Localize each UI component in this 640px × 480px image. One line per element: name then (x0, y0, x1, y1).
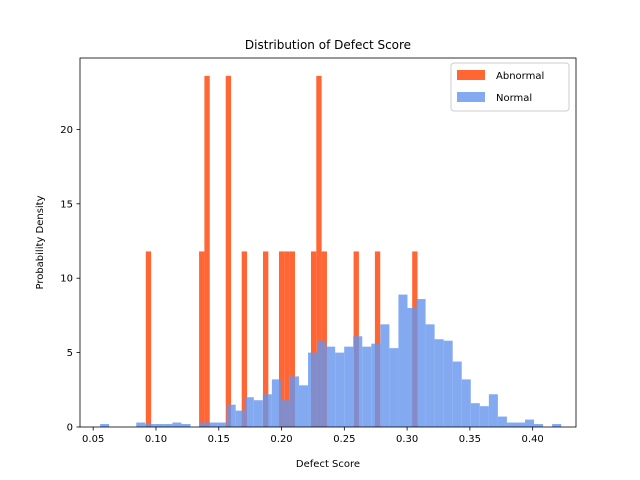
bar-normal (326, 346, 336, 427)
x-tick-label: 0.20 (270, 434, 292, 445)
bar-normal (226, 404, 236, 427)
bar-abnormal (204, 75, 210, 427)
bar-normal (145, 424, 155, 427)
bar-normal (154, 424, 164, 427)
bar-normal (172, 422, 182, 427)
y-tick-label: 5 (67, 348, 73, 359)
y-axis-label: Probability Density (35, 195, 46, 289)
legend: Abnormal Normal (450, 62, 570, 112)
bar-normal (452, 361, 462, 427)
bar-abnormal (310, 251, 317, 427)
bar-normal (534, 424, 544, 427)
bar-normal (552, 424, 562, 427)
x-tick-label: 0.15 (208, 434, 230, 445)
y-tick-label: 0 (67, 423, 73, 434)
bar-normal (244, 397, 254, 427)
bar-abnormal (241, 251, 248, 427)
bar-normal (298, 385, 309, 427)
bar-normal (344, 346, 354, 427)
bar-normal (371, 343, 381, 427)
bar-normal (398, 294, 408, 427)
bar-normal (100, 424, 110, 427)
axes-frame (79, 57, 577, 428)
bar-normal (416, 299, 426, 427)
y-tick-label: 20 (60, 125, 73, 136)
bar-normal (506, 422, 516, 427)
bar-normal (262, 394, 272, 427)
y-tick-label: 15 (60, 199, 73, 210)
bar-normal (217, 422, 227, 427)
bar-normal (280, 400, 290, 427)
bar-abnormal (145, 251, 152, 427)
bar-normal (488, 394, 498, 427)
bar-normal (353, 336, 363, 427)
x-axis-label: Defect Score (296, 459, 360, 470)
bar-normal (434, 339, 444, 427)
bar-normal (407, 307, 417, 427)
bar-normal (163, 424, 173, 427)
bar-abnormal (316, 75, 322, 427)
bars-layer (100, 75, 562, 427)
bar-normal (136, 422, 146, 427)
bar-normal (271, 379, 281, 427)
x-tick-label: 0.35 (459, 434, 481, 445)
legend-swatch-abnormal (457, 70, 485, 80)
bar-abnormal (199, 251, 205, 427)
bar-normal (479, 406, 489, 427)
bar-abnormal (279, 251, 285, 427)
x-tick-label: 0.30 (396, 434, 418, 445)
bar-abnormal (225, 75, 232, 427)
bar-normal (317, 340, 327, 427)
bar-normal (389, 348, 399, 427)
legend-swatch-normal (457, 92, 485, 102)
bar-abnormal (289, 251, 295, 427)
bar-normal (515, 422, 526, 427)
bar-normal (308, 352, 318, 427)
bar-normal (461, 379, 471, 427)
bar-abnormal (374, 251, 381, 427)
legend-label-abnormal: Abnormal (496, 71, 544, 82)
chart-title: Distribution of Defect Score (245, 38, 411, 52)
bar-normal (443, 340, 453, 427)
bar-abnormal (263, 251, 269, 427)
bar-normal (525, 419, 535, 427)
bar-normal (425, 324, 435, 427)
bar-normal (362, 346, 372, 427)
bar-normal (470, 403, 480, 427)
x-tick-label: 0.10 (145, 434, 167, 445)
x-tick-label: 0.40 (522, 434, 544, 445)
bar-abnormal (284, 251, 290, 427)
bar-normal (208, 422, 218, 427)
bar-normal (289, 376, 299, 427)
x-tick-label: 0.05 (82, 434, 104, 445)
bar-normal (235, 410, 245, 427)
bar-normal (335, 352, 345, 427)
bar-abnormal (321, 251, 327, 427)
y-tick-label: 10 (60, 274, 73, 285)
bar-normal (497, 416, 507, 427)
bar-normal (380, 324, 390, 427)
ticks-layer: 0.05 0.10 0.15 0.20 0.25 0.30 0.35 0.40 0 5 10 15 20 (60, 125, 544, 445)
bar-normal (199, 422, 209, 427)
x-tick-label: 0.25 (333, 434, 355, 445)
bar-normal (253, 400, 263, 427)
legend-label-normal: Normal (496, 93, 532, 104)
bar-normal (181, 424, 191, 427)
